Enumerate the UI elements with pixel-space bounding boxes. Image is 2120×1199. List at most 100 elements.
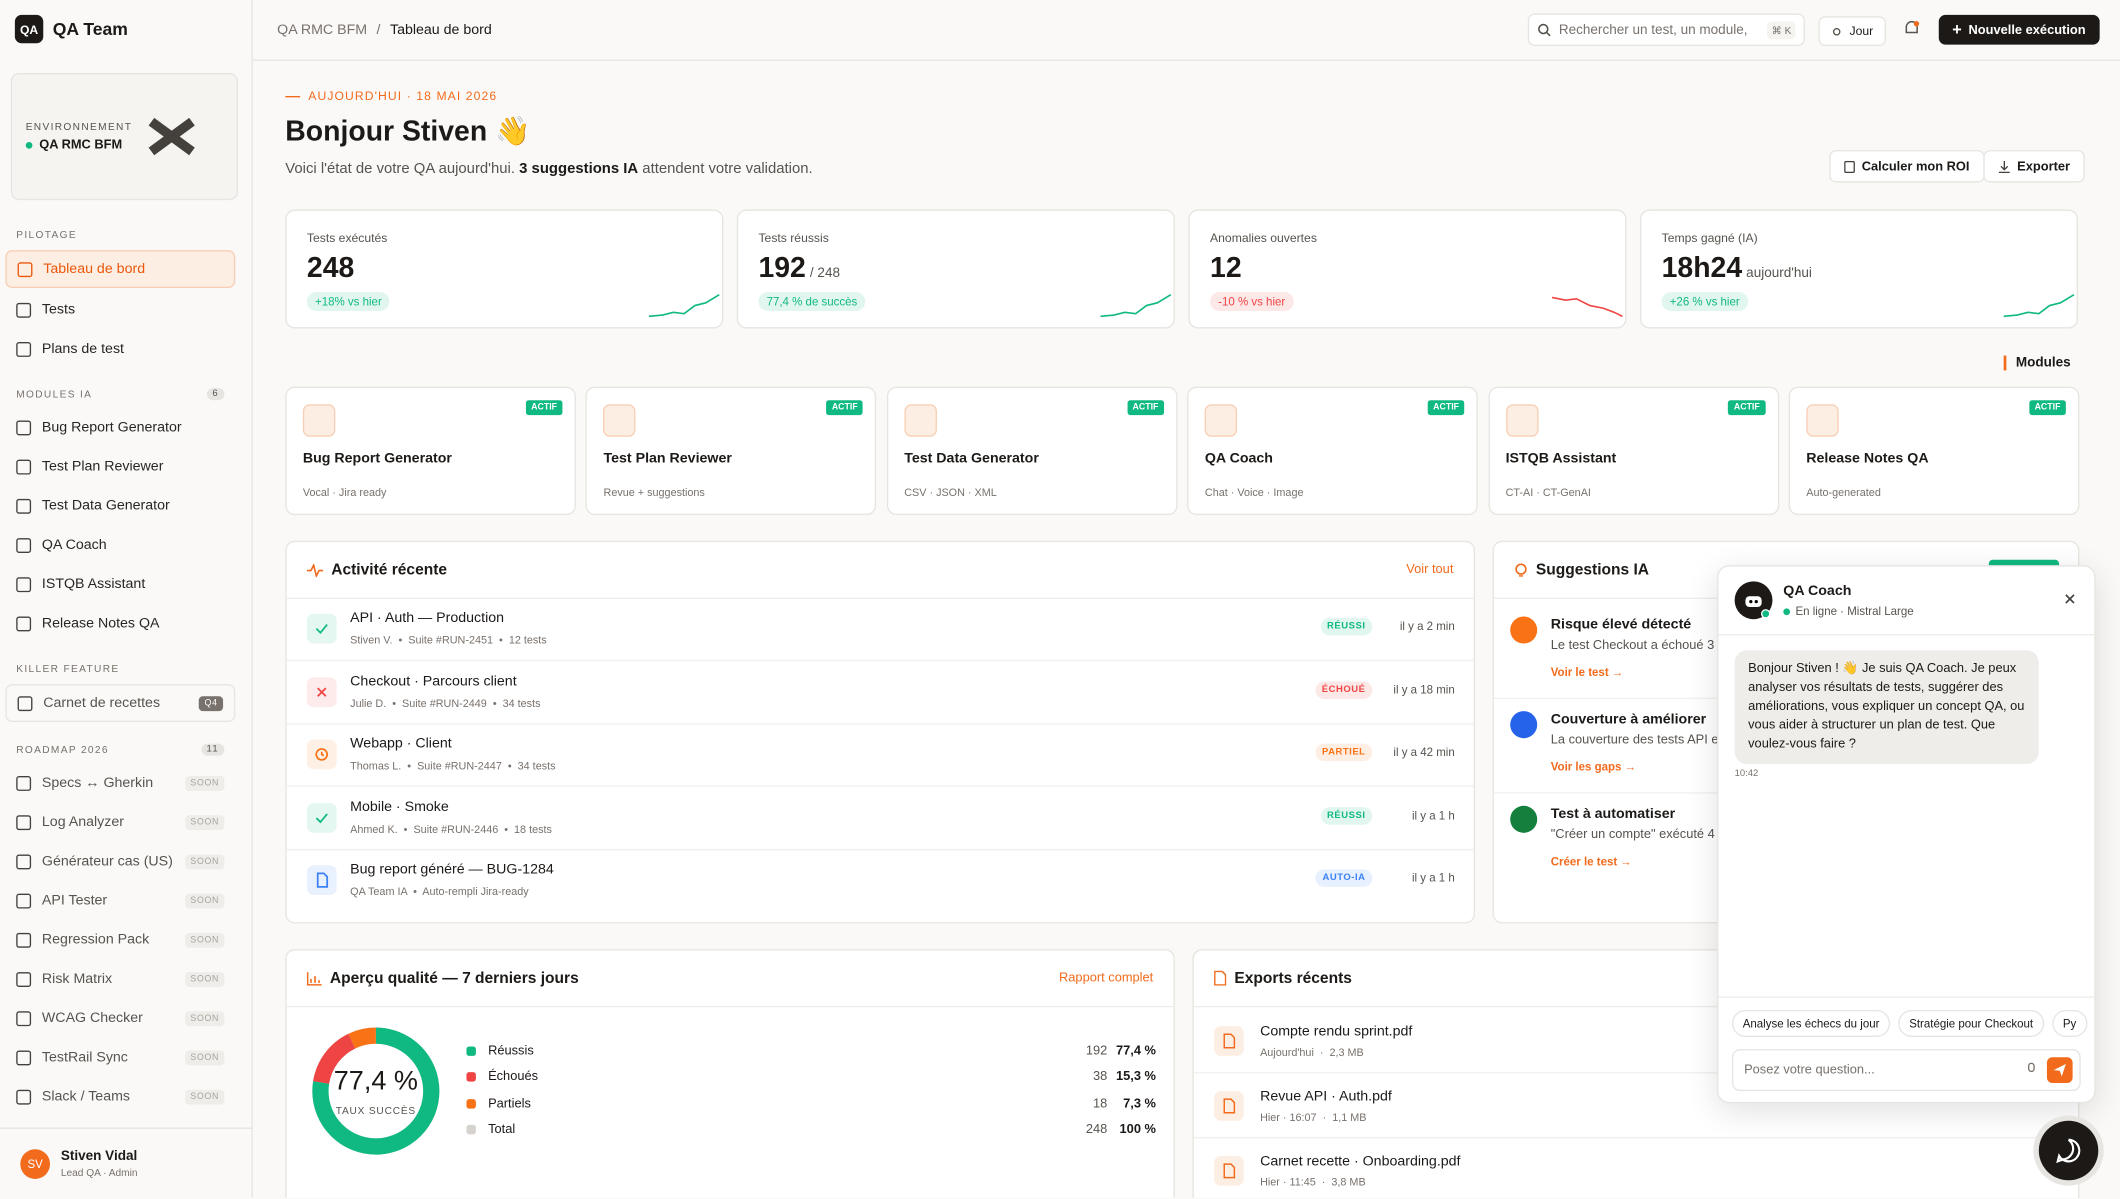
nav-item[interactable]: Risk Matrix SOON bbox=[5, 961, 235, 996]
donut-value: 77,4 % bbox=[333, 1066, 418, 1097]
suggestion-chip[interactable]: Stratégie pour Checkout bbox=[1898, 1009, 2044, 1037]
section-title: PILOTAGE bbox=[0, 219, 241, 250]
glyph bbox=[315, 813, 328, 824]
nav-item[interactable]: Regression Pack SOON bbox=[5, 922, 235, 957]
nav-item[interactable]: Log Analyzer SOON bbox=[5, 804, 235, 839]
nav-item[interactable]: QA Coach bbox=[5, 527, 235, 562]
activity-title: Checkout · Parcours client bbox=[350, 672, 517, 689]
report-link[interactable]: Rapport complet bbox=[1059, 970, 1154, 986]
module-card[interactable]: ACTIF ISTQB Assistant CT-AI · CT-GenAI bbox=[1488, 386, 1779, 516]
module-icon bbox=[1505, 404, 1539, 437]
nav-item[interactable]: Carnet de recettes Q4 bbox=[5, 684, 236, 722]
activity-row[interactable]: Checkout · Parcours client Julie D. • Sui… bbox=[286, 661, 1474, 725]
glyph bbox=[315, 624, 328, 635]
kpi-card: Anomalies ouvertes 12 -10 % vs hier bbox=[1188, 209, 1627, 329]
card-header: Activité récente Voir tout bbox=[286, 542, 1474, 599]
nav-item[interactable]: WCAG Checker SOON bbox=[5, 1000, 235, 1035]
nav-item[interactable]: Plans de test bbox=[5, 331, 235, 366]
nav: PILOTAGE Tableau de bord Tests Plans de tes… bbox=[0, 219, 241, 1118]
module-card[interactable]: ACTIF QA Coach Chat · Voice · Image bbox=[1187, 386, 1478, 516]
mic-button[interactable] bbox=[2027, 1062, 2036, 1078]
nav-icon bbox=[16, 1049, 32, 1065]
nav-item[interactable]: Test Data Generator bbox=[5, 488, 235, 523]
user-info: Stiven Vidal Lead QA · Admin bbox=[61, 1149, 138, 1179]
export-row[interactable]: Revue API · Auth.pdf Hier · 16:07 · 1,1 M… bbox=[1193, 1072, 2079, 1139]
see-all-link[interactable]: Voir tout bbox=[1406, 562, 1454, 578]
nav-icon bbox=[16, 419, 32, 435]
nav-item[interactable]: Bug Report Generator bbox=[5, 410, 235, 445]
theme-label: Jour bbox=[1849, 24, 1874, 38]
search[interactable]: Rechercher un test, un module, ⌘ K bbox=[1527, 13, 1805, 46]
legend-count: 248 bbox=[1085, 1122, 1108, 1138]
activity-row[interactable]: Webapp · Client Thomas L. • Suite #RUN-24… bbox=[286, 724, 1474, 788]
kpi-card: Temps gagné (IA) 18h24 aujourd'hui +26 % vs… bbox=[1639, 209, 2079, 329]
chat-fab[interactable] bbox=[2038, 1120, 2099, 1181]
legend-swatch bbox=[466, 1072, 476, 1082]
divider bbox=[1718, 996, 2095, 998]
export-meta: Hier · 16:07 · 1,1 MB bbox=[1260, 1111, 1367, 1124]
nav-icon bbox=[16, 892, 32, 908]
chat-avatar bbox=[1734, 581, 1773, 620]
suggestion-link[interactable]: Créer le test → bbox=[1550, 854, 1632, 868]
nav-item[interactable]: TestRail Sync SOON bbox=[5, 1040, 235, 1075]
legend-row: Échoués 38 15,3 % bbox=[466, 1068, 1156, 1087]
breadcrumb: QA RMC BFM / Tableau de bord bbox=[277, 22, 492, 38]
roi-button[interactable]: Calculer mon ROI bbox=[1829, 150, 1985, 183]
nav-item[interactable]: Specs ↔ Gherkin SOON bbox=[5, 765, 235, 800]
nav-icon bbox=[16, 576, 32, 592]
nav-label: Carnet de recettes bbox=[43, 694, 161, 712]
activity-row[interactable]: Mobile · Smoke Ahmed K. • Suite #RUN-2446… bbox=[286, 787, 1474, 851]
notifications[interactable] bbox=[1904, 20, 1920, 36]
suggestion-link[interactable]: Voir les gaps → bbox=[1550, 759, 1637, 774]
module-name: QA Coach bbox=[1204, 450, 1273, 467]
nav-item[interactable]: API Tester SOON bbox=[5, 883, 235, 918]
module-name: ISTQB Assistant bbox=[1505, 450, 1617, 467]
nav-label: Log Analyzer bbox=[41, 813, 125, 831]
glyph bbox=[1223, 1163, 1236, 1179]
suggestion-link[interactable]: Voir le test → bbox=[1550, 665, 1624, 679]
activity-row[interactable]: API · Auth — Production Stiven V. • Suite… bbox=[286, 598, 1474, 662]
nav-item[interactable]: Release Notes QA bbox=[5, 606, 235, 641]
nav-item[interactable]: Tableau de bord bbox=[5, 250, 236, 288]
chat-input[interactable]: Posez votre question... bbox=[1731, 1049, 2081, 1092]
export-row[interactable]: Carnet recette · Onboarding.pdf Hier · 11… bbox=[1194, 1137, 2078, 1198]
nav-item[interactable]: Test Plan Reviewer bbox=[5, 449, 235, 484]
theme-toggle[interactable]: Jour bbox=[1818, 16, 1886, 46]
module-card[interactable]: ACTIF Bug Report Generator Vocal · Jira re… bbox=[285, 386, 576, 516]
kpi-card: Tests exécutés 248 +18% vs hier bbox=[285, 209, 724, 329]
kpi-label: Anomalies ouvertes bbox=[1210, 231, 1317, 245]
suggestion-chip[interactable]: Analyse les échecs du jour bbox=[1731, 1009, 1891, 1037]
activity-row[interactable]: Bug report généré — BUG-1284 QA Team IA •… bbox=[287, 850, 1474, 912]
module-card[interactable]: ACTIF Test Plan Reviewer Revue + suggestio… bbox=[585, 386, 877, 516]
brand[interactable]: QA QA Team bbox=[14, 14, 128, 44]
nav-label: Regression Pack bbox=[41, 931, 150, 948]
send-button[interactable] bbox=[2046, 1057, 2073, 1083]
nav-item[interactable]: ISTQB Assistant bbox=[5, 566, 235, 601]
environment-card[interactable]: ENVIRONNEMENT QA RMC BFM bbox=[10, 73, 238, 201]
nav-item[interactable]: Générateur cas (US) SOON bbox=[5, 844, 235, 879]
module-card[interactable]: ACTIF Test Data Generator CSV · JSON · XML bbox=[886, 386, 1178, 516]
kpi-delta: -10 % vs hier bbox=[1210, 292, 1294, 311]
crumb[interactable]: QA RMC BFM bbox=[277, 21, 368, 38]
section-label: ROADMAP 2026 bbox=[16, 743, 109, 756]
close-button[interactable] bbox=[2065, 594, 2076, 605]
export-button[interactable]: Exporter bbox=[1983, 150, 2085, 183]
suggestion-text: "Créer un compte" exécuté 4 bbox=[1550, 827, 1715, 843]
user[interactable]: SV Stiven Vidal Lead QA · Admin bbox=[0, 1127, 252, 1198]
section-title: MODULES IA 6 bbox=[0, 379, 241, 410]
module-icon bbox=[603, 404, 636, 437]
sun-icon bbox=[1832, 27, 1841, 35]
module-desc: Vocal · Jira ready bbox=[302, 486, 387, 499]
module-card[interactable]: ACTIF Release Notes QA Auto-generated bbox=[1788, 386, 2080, 516]
section-badge: 11 bbox=[201, 743, 225, 756]
kpi-label: Tests exécutés bbox=[306, 231, 388, 245]
activity-time: il y a 1 h bbox=[1411, 808, 1455, 822]
export-row[interactable]: Compte rendu sprint.pdf Aujourd'hui · 2,3… bbox=[1193, 1007, 2079, 1074]
nav-item[interactable]: Slack / Teams SOON bbox=[5, 1079, 235, 1114]
suggestion-chip[interactable]: Py bbox=[2052, 1009, 2088, 1037]
nav-item[interactable]: Tests bbox=[5, 292, 235, 327]
nav-label: Bug Report Generator bbox=[41, 419, 182, 436]
module-badge: ACTIF bbox=[826, 400, 864, 416]
new-run-button[interactable]: + Nouvelle exécution bbox=[1938, 14, 2100, 45]
